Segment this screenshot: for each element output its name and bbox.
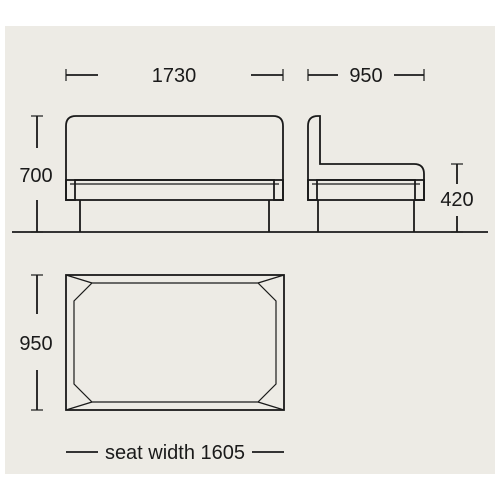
- label-height-back: 700: [19, 165, 52, 187]
- label-side-width: 950: [349, 65, 382, 87]
- dimension-drawing: 1730 950 700 420: [0, 0, 500, 500]
- label-top-depth: 950: [19, 333, 52, 355]
- label-front-width: 1730: [152, 65, 197, 87]
- label-seat-width: seat width 1605: [105, 442, 245, 464]
- label-height-seat: 420: [440, 189, 473, 211]
